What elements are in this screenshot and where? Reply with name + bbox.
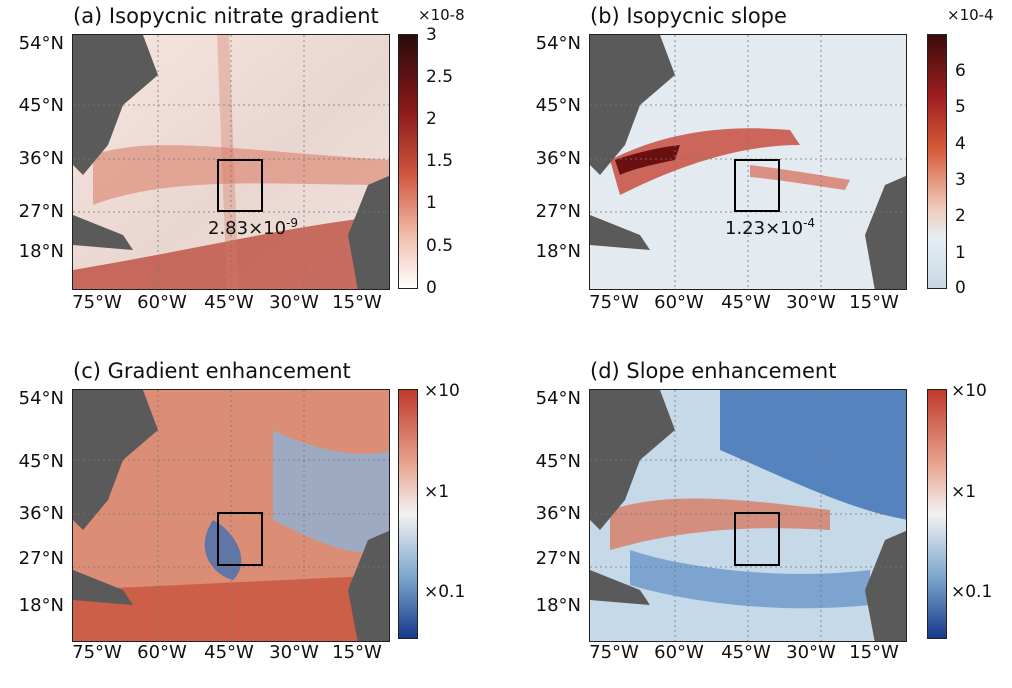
lat-label: 36°N xyxy=(18,148,64,169)
lon-label: 30°W xyxy=(786,292,836,313)
lon-label: 60°W xyxy=(654,642,704,663)
colorbar-tick: ×1 xyxy=(951,482,977,502)
colorbar-tick: 2 xyxy=(955,206,966,226)
lon-label: 30°W xyxy=(786,642,836,663)
panel-title: (b) Isopycnic slope xyxy=(590,4,787,28)
lon-label: 60°W xyxy=(137,642,187,663)
colorbar-tick: 3 xyxy=(426,25,437,45)
lat-label: 36°N xyxy=(535,148,581,169)
colorbar-tick: ×1 xyxy=(424,482,450,502)
lon-label: 75°W xyxy=(72,292,122,313)
map-area[interactable] xyxy=(72,34,390,290)
colorbar-tick: 6 xyxy=(955,61,966,81)
panel-a: (a) Isopycnic nitrate gradient 54°N 45°N xyxy=(0,0,506,333)
lon-label: 75°W xyxy=(589,642,639,663)
lat-label: 18°N xyxy=(535,595,581,616)
colorbar-tick: 5 xyxy=(955,97,966,117)
lon-label: 15°W xyxy=(332,292,382,313)
panel-title: (a) Isopycnic nitrate gradient xyxy=(73,4,379,28)
lon-label: 75°W xyxy=(72,642,122,663)
lat-label: 54°N xyxy=(18,33,64,54)
panel-b: (b) Isopycnic slope 54°N 45°N 36°N 27°N … xyxy=(517,0,1012,333)
lat-label: 45°N xyxy=(535,95,581,116)
colorbar-tick: ×10 xyxy=(951,381,987,401)
colorbar-tick: 3 xyxy=(955,170,966,190)
colorbar-tick: 2.5 xyxy=(426,67,454,87)
colorbar-exponent: ×10-4 xyxy=(947,6,994,24)
map-area[interactable] xyxy=(589,34,907,290)
colorbar xyxy=(927,34,947,289)
panel-title: (c) Gradient enhancement xyxy=(73,359,351,383)
colorbar-tick: 0 xyxy=(955,278,966,298)
lat-label: 18°N xyxy=(18,595,64,616)
lon-label: 30°W xyxy=(269,642,319,663)
lat-label: 27°N xyxy=(535,201,581,222)
colorbar-tick: 0.5 xyxy=(426,236,454,256)
lon-label: 15°W xyxy=(332,642,382,663)
colorbar-exponent: ×10-8 xyxy=(418,6,465,24)
lon-label: 15°W xyxy=(849,292,899,313)
lon-label: 45°W xyxy=(204,292,254,313)
region-box[interactable] xyxy=(734,512,780,566)
lat-label: 54°N xyxy=(535,33,581,54)
colorbar xyxy=(398,389,418,639)
region-box[interactable] xyxy=(217,159,263,212)
lon-label: 30°W xyxy=(269,292,319,313)
lon-label: 45°W xyxy=(721,642,771,663)
lat-label: 54°N xyxy=(18,388,64,409)
lat-label: 45°N xyxy=(18,95,64,116)
colorbar-tick: ×0.1 xyxy=(951,582,993,602)
colorbar-tick: 0 xyxy=(426,278,437,298)
lat-label: 45°N xyxy=(18,451,64,472)
colorbar-tick: ×10 xyxy=(424,381,460,401)
map-area[interactable] xyxy=(589,389,907,642)
colorbar xyxy=(398,34,418,289)
panel-c: (c) Gradient enhancement 54°N 45°N 36°N … xyxy=(0,355,506,688)
lon-label: 15°W xyxy=(849,642,899,663)
lat-label: 18°N xyxy=(18,241,64,262)
lat-label: 27°N xyxy=(18,201,64,222)
colorbar-tick: 1 xyxy=(955,243,966,263)
lon-label: 45°W xyxy=(204,642,254,663)
colorbar xyxy=(927,389,947,639)
colorbar-tick: 2 xyxy=(426,109,437,129)
region-box[interactable] xyxy=(734,159,780,212)
colorbar-tick: 1.5 xyxy=(426,151,454,171)
panel-title: (d) Slope enhancement xyxy=(590,359,837,383)
lat-label: 54°N xyxy=(535,388,581,409)
lat-label: 27°N xyxy=(535,548,581,569)
panel-d: (d) Slope enhancement 54°N 45°N 36°N 27°… xyxy=(517,355,1012,688)
mean-value-annotation: 2.83×10-9 xyxy=(208,216,299,239)
lon-label: 60°W xyxy=(654,292,704,313)
region-box[interactable] xyxy=(217,512,263,566)
lon-label: 45°W xyxy=(721,292,771,313)
lat-label: 36°N xyxy=(18,503,64,524)
colorbar-tick: ×0.1 xyxy=(424,582,466,602)
lat-label: 27°N xyxy=(18,548,64,569)
mean-value-annotation: 1.23×10-4 xyxy=(725,216,816,239)
lat-label: 36°N xyxy=(535,503,581,524)
map-area[interactable] xyxy=(72,389,390,642)
lon-label: 60°W xyxy=(137,292,187,313)
colorbar-tick: 4 xyxy=(955,134,966,154)
lat-label: 45°N xyxy=(535,451,581,472)
lat-label: 18°N xyxy=(535,241,581,262)
colorbar-tick: 1 xyxy=(426,193,437,213)
lon-label: 75°W xyxy=(589,292,639,313)
